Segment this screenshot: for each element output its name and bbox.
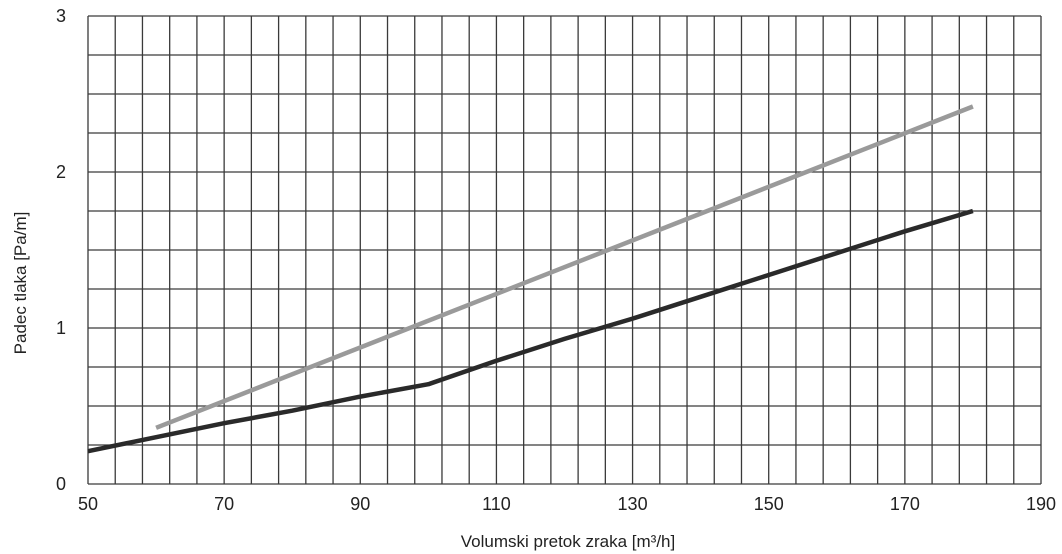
grid	[87, 15, 1042, 485]
series-line-1	[155, 104, 974, 430]
x-tick-label: 90	[350, 494, 370, 514]
x-tick-label: 130	[618, 494, 648, 514]
y-axis-ticks: 0 1 2 3	[56, 6, 66, 494]
x-tick-label: 110	[482, 494, 511, 514]
y-tick-label: 0	[56, 474, 66, 494]
y-tick-label: 3	[56, 6, 66, 26]
x-tick-label: 190	[1026, 494, 1056, 514]
x-tick-label: 50	[78, 494, 98, 514]
y-tick-label: 1	[56, 318, 66, 338]
series-group	[87, 104, 974, 454]
series-line-2	[87, 208, 974, 454]
x-axis-ticks: 50 70 90 110 130 150 170 190	[78, 494, 1056, 514]
x-axis-title: Volumski pretok zraka [m³/h]	[461, 532, 675, 551]
y-tick-label: 2	[56, 162, 66, 182]
y-axis-title: Padec tlaka [Pa/m]	[11, 212, 30, 355]
x-tick-label: 150	[754, 494, 784, 514]
x-tick-label: 170	[890, 494, 920, 514]
x-tick-label: 70	[214, 494, 234, 514]
